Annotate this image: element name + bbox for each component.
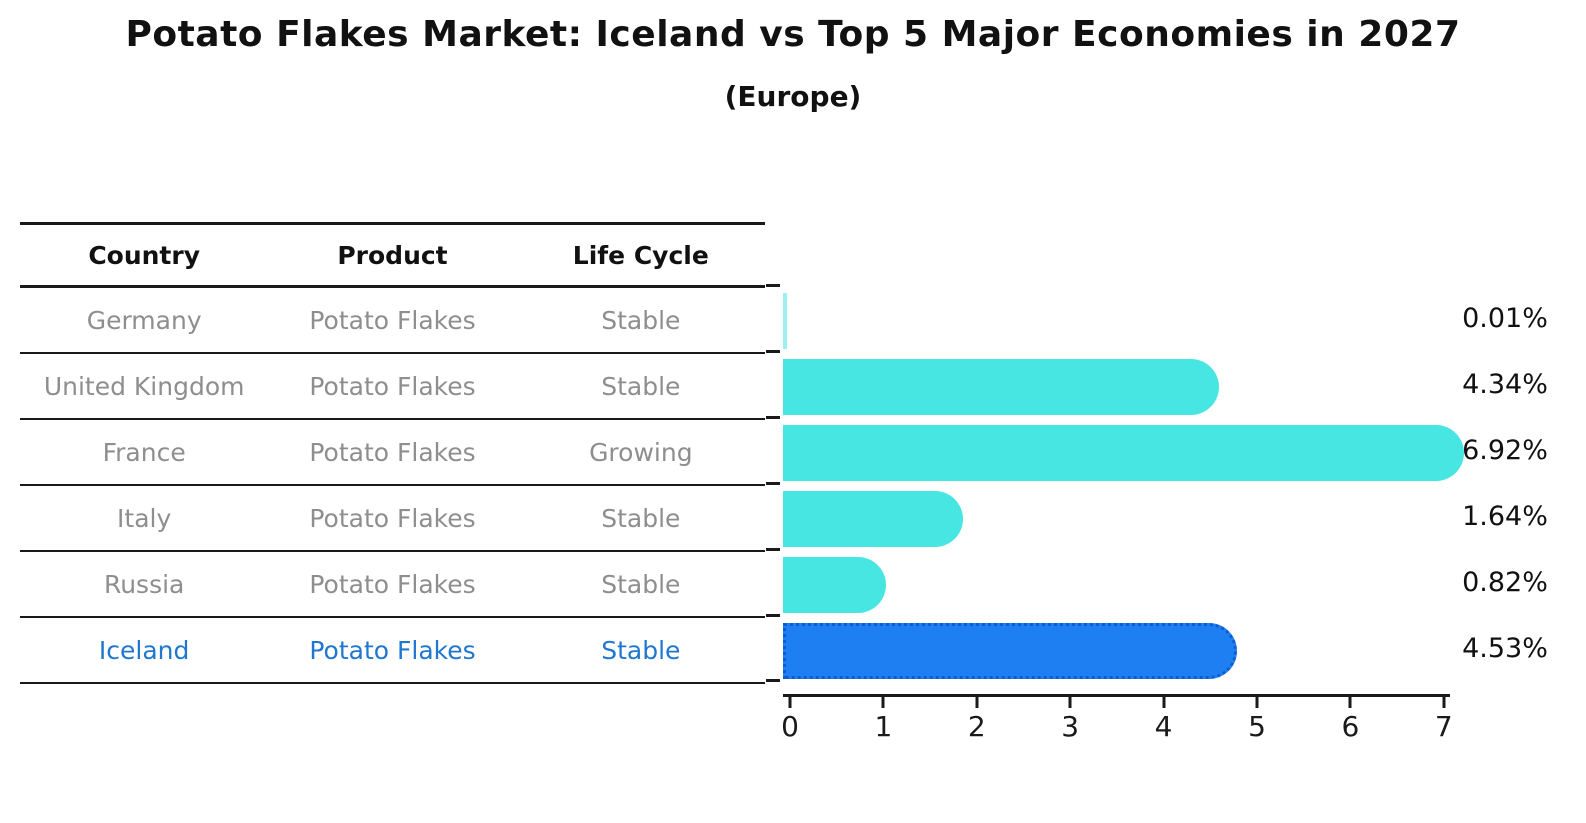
y-axis-tick <box>766 416 780 419</box>
bar-row-russia <box>783 549 1450 615</box>
table-header-row: Country Product Life Cycle <box>20 225 765 288</box>
bar-row-iceland <box>783 615 1450 681</box>
table-row-france: France Potato Flakes Growing <box>20 420 765 486</box>
cell-life-cycle: Stable <box>601 371 681 401</box>
cell-country: Italy <box>117 503 172 533</box>
cell-product: Potato Flakes <box>309 635 476 665</box>
bar-france <box>783 425 1464 481</box>
x-axis-tick <box>1348 697 1352 708</box>
value-label-france: 6.92% <box>1462 434 1548 466</box>
value-label-italy: 1.64% <box>1462 500 1548 532</box>
value-label-united-kingdom: 4.34% <box>1462 368 1548 400</box>
value-label-column: 0.01% 4.34% 6.92% 1.64% 0.82% 4.53% <box>1450 285 1560 681</box>
cell-product: Potato Flakes <box>309 371 476 401</box>
table-row-italy: Italy Potato Flakes Stable <box>20 486 765 552</box>
x-axis-tick-label: 2 <box>967 710 986 743</box>
cell-product: Potato Flakes <box>309 305 476 335</box>
cell-country: Germany <box>86 305 202 335</box>
x-axis-tick <box>1068 697 1072 708</box>
x-axis-line <box>783 694 1450 697</box>
cell-life-cycle: Stable <box>601 305 681 335</box>
x-axis-tick <box>1255 697 1259 708</box>
bar-row-france <box>783 417 1464 483</box>
y-axis-tick <box>766 350 780 353</box>
page-title: Potato Flakes Market: Iceland vs Top 5 M… <box>125 14 1461 55</box>
y-axis-tick <box>766 679 780 682</box>
cell-country: Russia <box>103 569 185 599</box>
table-row-united-kingdom: United Kingdom Potato Flakes Stable <box>20 354 765 420</box>
x-axis-tick-label: 1 <box>874 710 893 743</box>
table-row-russia: Russia Potato Flakes Stable <box>20 552 765 618</box>
bar-row-germany <box>783 285 1450 351</box>
column-header-product: Product <box>337 240 448 270</box>
bar-plot-area <box>766 284 1464 682</box>
cell-life-cycle: Growing <box>589 437 693 467</box>
cell-product: Potato Flakes <box>309 503 476 533</box>
x-axis-tick-label: 3 <box>1061 710 1080 743</box>
value-label-russia: 0.82% <box>1462 566 1548 598</box>
x-axis-tick-label: 5 <box>1248 710 1266 743</box>
bar-row-united-kingdom <box>783 351 1450 417</box>
value-label-germany: 0.01% <box>1462 302 1548 334</box>
x-axis-tick <box>1442 697 1446 708</box>
bar-russia <box>783 557 886 613</box>
bar-italy <box>783 491 964 547</box>
cell-country: Iceland <box>98 635 190 665</box>
country-table: Country Product Life Cycle Germany Potat… <box>20 222 765 684</box>
x-axis-tick <box>975 697 979 708</box>
page-subtitle: (Europe) <box>724 80 862 113</box>
bar-united-kingdom <box>783 359 1220 415</box>
x-axis-tick <box>1162 697 1166 708</box>
x-axis-tick-label: 0 <box>781 710 799 743</box>
x-axis-tick-label: 4 <box>1154 710 1173 743</box>
cell-life-cycle: Stable <box>601 503 681 533</box>
x-axis-tick <box>881 697 885 708</box>
y-axis-tick <box>766 482 780 485</box>
x-axis-tick <box>788 697 792 708</box>
column-header-life-cycle: Life Cycle <box>572 240 709 270</box>
cell-product: Potato Flakes <box>309 569 476 599</box>
column-header-country: Country <box>88 240 201 270</box>
bar-iceland-highlighted <box>783 623 1238 679</box>
cell-country: United Kingdom <box>43 371 245 401</box>
y-axis-tick <box>766 284 780 287</box>
x-axis: 0 1 2 3 4 5 6 7 <box>781 694 1453 743</box>
y-axis-tick <box>766 614 780 617</box>
bar-germany <box>783 293 787 349</box>
cell-country: France <box>102 437 186 467</box>
x-axis-tick-label: 7 <box>1434 710 1453 743</box>
cell-product: Potato Flakes <box>309 437 476 467</box>
table-row-germany: Germany Potato Flakes Stable <box>20 288 765 354</box>
bar-row-italy <box>783 483 1450 549</box>
y-axis-tick <box>766 548 780 551</box>
table-row-iceland: Iceland Potato Flakes Stable <box>20 618 765 684</box>
cell-life-cycle: Stable <box>601 569 681 599</box>
cell-life-cycle: Stable <box>601 635 681 665</box>
value-label-iceland: 4.53% <box>1462 632 1548 664</box>
x-axis-tick-label: 6 <box>1341 710 1360 743</box>
